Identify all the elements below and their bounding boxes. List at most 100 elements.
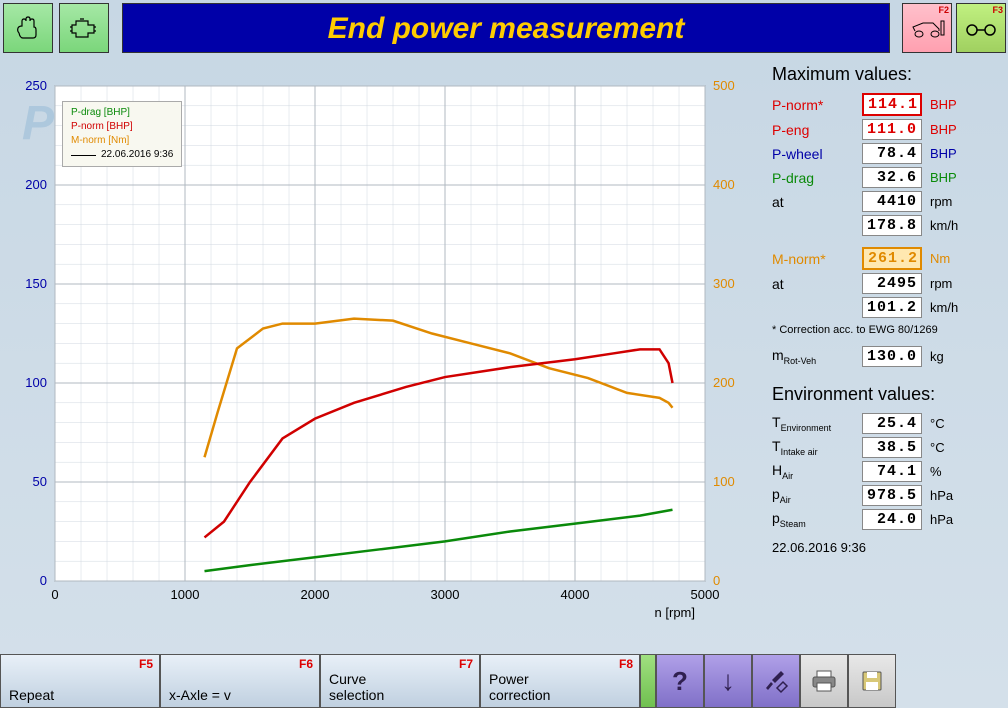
svg-text:0: 0 bbox=[713, 573, 720, 588]
value-label: P-wheel bbox=[772, 146, 862, 162]
value-box: 38.5 bbox=[862, 437, 922, 458]
value-unit: % bbox=[930, 464, 942, 479]
value-label: at bbox=[772, 194, 862, 210]
value-label: HAir bbox=[772, 462, 862, 481]
svg-text:200: 200 bbox=[25, 177, 47, 192]
value-row: 178.8 km/h bbox=[772, 215, 996, 236]
svg-text:300: 300 bbox=[713, 276, 735, 291]
mrot-row: mRot-Veh 130.0 kg bbox=[772, 346, 996, 367]
value-box: 101.2 bbox=[862, 297, 922, 318]
legend-timestamp: 22.06.2016 9:36 bbox=[71, 148, 173, 162]
value-unit: °C bbox=[930, 416, 945, 431]
value-unit: °C bbox=[930, 440, 945, 455]
green-strip bbox=[640, 654, 656, 708]
f2-button[interactable]: F2 bbox=[902, 3, 952, 53]
value-box: 78.4 bbox=[862, 143, 922, 164]
value-box: 4410 bbox=[862, 191, 922, 212]
svg-text:500: 500 bbox=[713, 78, 735, 93]
value-row: P-eng 111.0 BHP bbox=[772, 119, 996, 140]
value-row: at 4410 rpm bbox=[772, 191, 996, 212]
env-heading: Environment values: bbox=[772, 384, 996, 405]
f2-label: F2 bbox=[938, 5, 949, 15]
value-box: 111.0 bbox=[862, 119, 922, 140]
svg-text:200: 200 bbox=[713, 375, 735, 390]
curve-selection-button[interactable]: F7 Curve selection bbox=[320, 654, 480, 708]
value-box: 74.1 bbox=[862, 461, 922, 482]
svg-text:150: 150 bbox=[25, 276, 47, 291]
value-box: 25.4 bbox=[862, 413, 922, 434]
svg-text:100: 100 bbox=[713, 474, 735, 489]
xaxle-button[interactable]: F6 x-Axle = v bbox=[160, 654, 320, 708]
power-correction-button[interactable]: F8 Power correction bbox=[480, 654, 640, 708]
value-unit: km/h bbox=[930, 300, 958, 315]
max-heading: Maximum values: bbox=[772, 64, 996, 85]
value-unit: rpm bbox=[930, 194, 952, 209]
value-box: 114.1 bbox=[862, 93, 922, 116]
value-box: 2495 bbox=[862, 273, 922, 294]
value-label: P-norm* bbox=[772, 97, 862, 113]
chart-area: PKE 010002000300040005000050100150200250… bbox=[0, 56, 760, 654]
save-button[interactable] bbox=[848, 654, 896, 708]
value-box: 32.6 bbox=[862, 167, 922, 188]
svg-text:50: 50 bbox=[33, 474, 47, 489]
svg-text:4000: 4000 bbox=[561, 587, 590, 602]
value-label: at bbox=[772, 276, 862, 292]
side-panel: Maximum values: P-norm* 114.1 BHP P-eng … bbox=[760, 56, 1008, 654]
value-label: M-norm* bbox=[772, 251, 862, 267]
ok-button[interactable] bbox=[3, 3, 53, 53]
print-button[interactable] bbox=[800, 654, 848, 708]
value-unit: hPa bbox=[930, 488, 953, 503]
top-toolbar: End power measurement F2 F3 bbox=[0, 0, 1008, 56]
value-unit: rpm bbox=[930, 276, 952, 291]
value-unit: BHP bbox=[930, 122, 957, 137]
value-unit: BHP bbox=[930, 146, 957, 161]
tools-button[interactable] bbox=[752, 654, 800, 708]
value-row: TEnvironment 25.4 °C bbox=[772, 413, 996, 434]
page-title: End power measurement bbox=[122, 3, 890, 53]
help-button[interactable]: ? bbox=[656, 654, 704, 708]
svg-text:100: 100 bbox=[25, 375, 47, 390]
bottom-bar: F5 Repeat F6 x-Axle = v F7 Curve selecti… bbox=[0, 654, 1008, 708]
svg-text:n [rpm]: n [rpm] bbox=[655, 605, 695, 620]
value-row: 101.2 km/h bbox=[772, 297, 996, 318]
value-row: HAir 74.1 % bbox=[772, 461, 996, 482]
value-unit: BHP bbox=[930, 97, 957, 112]
repeat-button[interactable]: F5 Repeat bbox=[0, 654, 160, 708]
f3-label: F3 bbox=[992, 5, 1003, 15]
value-row: P-wheel 78.4 BHP bbox=[772, 143, 996, 164]
value-unit: Nm bbox=[930, 251, 950, 266]
value-box: 178.8 bbox=[862, 215, 922, 236]
correction-note: * Correction acc. to EWG 80/1269 bbox=[772, 324, 996, 336]
value-label: P-drag bbox=[772, 170, 862, 186]
value-label: pAir bbox=[772, 486, 862, 505]
value-row: at 2495 rpm bbox=[772, 273, 996, 294]
value-label: pSteam bbox=[772, 510, 862, 529]
value-row: TIntake air 38.5 °C bbox=[772, 437, 996, 458]
legend-item: P-drag [BHP] bbox=[71, 106, 173, 120]
svg-text:1000: 1000 bbox=[171, 587, 200, 602]
main-area: PKE 010002000300040005000050100150200250… bbox=[0, 56, 1008, 654]
value-unit: km/h bbox=[930, 218, 958, 233]
svg-text:3000: 3000 bbox=[431, 587, 460, 602]
svg-text:400: 400 bbox=[713, 177, 735, 192]
value-unit: BHP bbox=[930, 170, 957, 185]
value-unit: hPa bbox=[930, 512, 953, 527]
value-box: 978.5 bbox=[862, 485, 922, 506]
value-label: P-eng bbox=[772, 122, 862, 138]
f3-button[interactable]: F3 bbox=[956, 3, 1006, 53]
down-button[interactable]: ↓ bbox=[704, 654, 752, 708]
svg-text:250: 250 bbox=[25, 78, 47, 93]
legend-item: P-norm [BHP] bbox=[71, 120, 173, 134]
value-box: 24.0 bbox=[862, 509, 922, 530]
value-row: M-norm* 261.2 Nm bbox=[772, 247, 996, 270]
value-label: TEnvironment bbox=[772, 414, 862, 433]
svg-text:2000: 2000 bbox=[301, 587, 330, 602]
value-label: TIntake air bbox=[772, 438, 862, 457]
value-box: 261.2 bbox=[862, 247, 922, 270]
svg-text:0: 0 bbox=[51, 587, 58, 602]
value-row: pAir 978.5 hPa bbox=[772, 485, 996, 506]
chart-legend: P-drag [BHP]P-norm [BHP]M-norm [Nm] 22.0… bbox=[62, 101, 182, 167]
svg-text:5000: 5000 bbox=[691, 587, 720, 602]
value-row: P-drag 32.6 BHP bbox=[772, 167, 996, 188]
engine-button[interactable] bbox=[59, 3, 109, 53]
